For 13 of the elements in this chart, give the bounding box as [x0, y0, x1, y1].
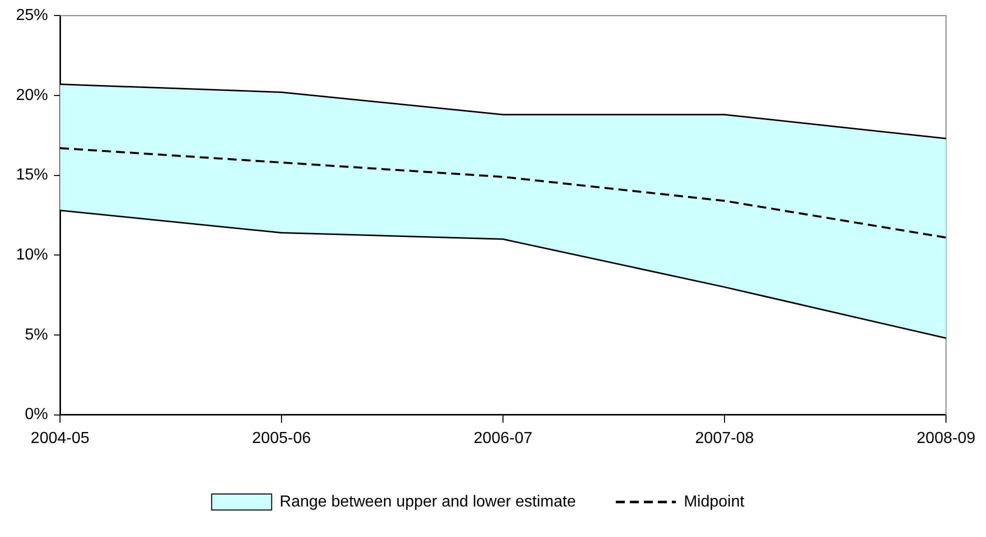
y-tick-label: 20%: [16, 86, 48, 104]
y-tick-label: 0%: [24, 406, 48, 424]
y-tick-label: 5%: [24, 326, 48, 344]
x-tick-label: 2007-08: [695, 430, 754, 447]
x-tick-label: 2005-06: [252, 430, 311, 447]
x-tick-label: 2008-09: [916, 430, 976, 447]
x-tick-label: 2006-07: [474, 430, 532, 447]
y-tick-label: 10%: [16, 246, 48, 264]
x-tick-label: 2004-05: [30, 430, 90, 447]
y-tick-label: 25%: [16, 7, 48, 24]
y-tick-label: 15%: [16, 166, 48, 184]
legend-label: Midpoint: [684, 493, 745, 510]
legend-label: Range between upper and lower estimate: [280, 493, 576, 510]
